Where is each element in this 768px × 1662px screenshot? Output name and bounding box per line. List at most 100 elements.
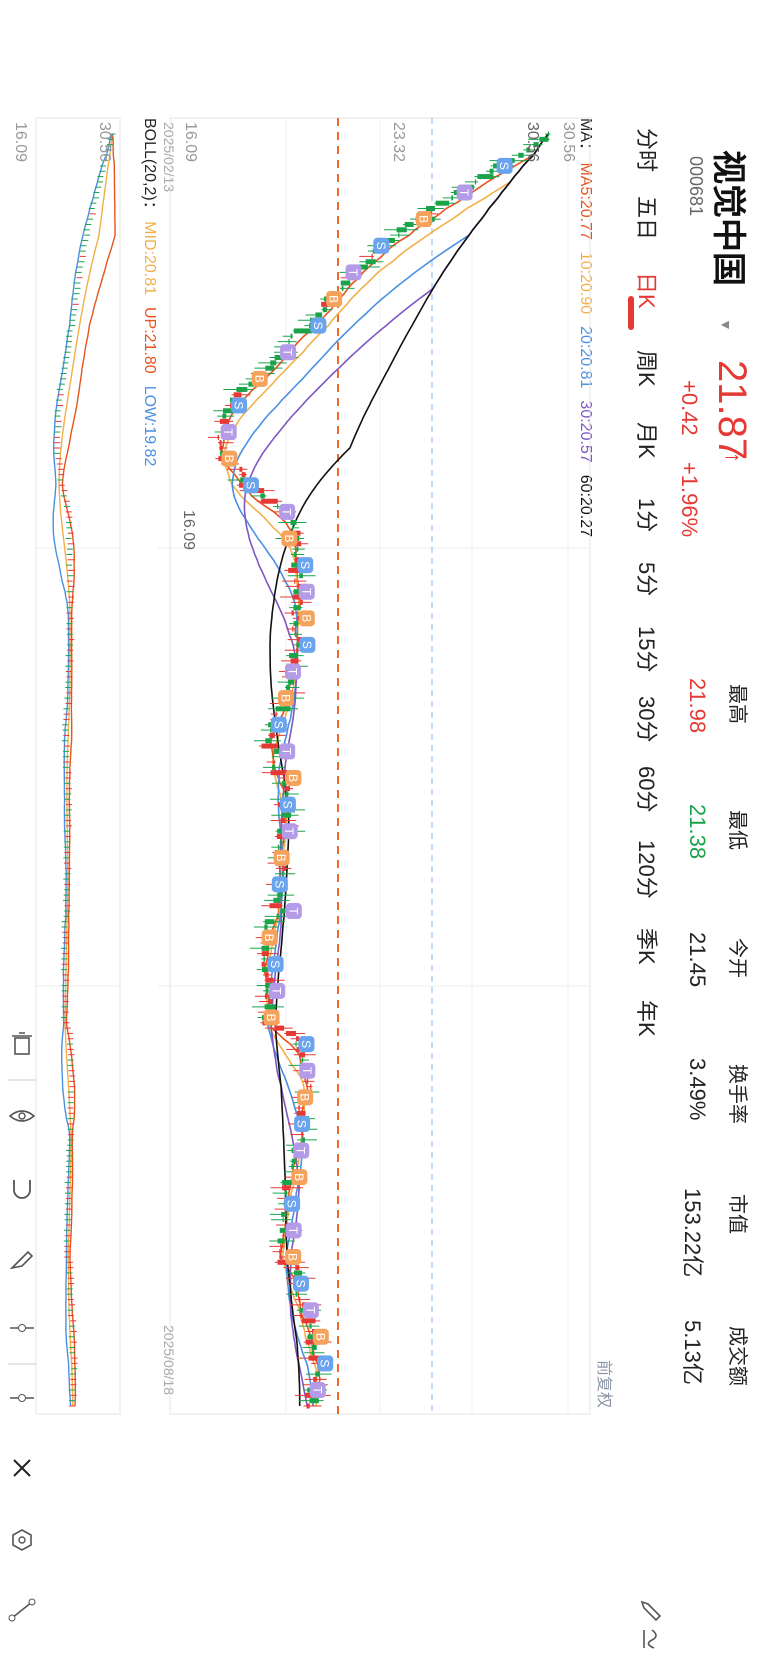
ma-line-2 <box>231 133 550 1407</box>
candle-body-154 <box>261 951 268 957</box>
candle-body-239 <box>306 1403 310 1409</box>
boll-line-1 <box>61 133 116 1407</box>
marker-label-31: B <box>327 295 341 303</box>
candle-body-24 <box>365 259 376 265</box>
marker-label-46: B <box>252 375 266 383</box>
marker-216 <box>292 1275 309 1292</box>
marker-label-191: T <box>294 1147 308 1155</box>
candle-body-123 <box>285 786 291 792</box>
candle-body-104 <box>286 685 290 691</box>
marker-126 <box>279 796 296 813</box>
trash-icon[interactable] <box>12 1032 32 1055</box>
candle-body-109 <box>275 711 277 717</box>
candle-body-145 <box>269 903 282 909</box>
candle-body-38 <box>290 333 293 339</box>
candle-body-69 <box>261 498 278 504</box>
candle-body-223 <box>301 1318 316 1324</box>
candle-body-129 <box>280 818 286 824</box>
draw-line-icon[interactable] <box>638 1626 664 1652</box>
stat-value-3: 3.49% <box>685 1058 710 1121</box>
marker-51 <box>231 397 248 414</box>
candle-body-33 <box>322 307 328 313</box>
marker-label-51: S <box>232 401 246 409</box>
candle-body-228 <box>311 1344 317 1350</box>
marker-label-76: B <box>282 534 296 542</box>
marker-label-96: S <box>300 641 314 649</box>
candle-body-174 <box>301 1057 304 1063</box>
marker-label-231: S <box>318 1359 332 1367</box>
y-label-mid: 23.32 <box>390 122 407 162</box>
horizontal-line-icon[interactable] <box>10 1324 34 1332</box>
candle-body-18 <box>396 227 407 233</box>
candle-body-23 <box>371 253 373 259</box>
candle-body-208 <box>277 1238 285 1244</box>
marker-label-226: B <box>313 1333 327 1341</box>
marker-151 <box>261 929 278 946</box>
candle-body-39 <box>288 339 290 345</box>
candle-body-34 <box>315 312 323 318</box>
sub-frame <box>35 117 121 1415</box>
hexagon-icon[interactable] <box>12 1529 32 1551</box>
ray-line-icon[interactable] <box>8 1598 36 1622</box>
ma-line-1 <box>222 133 550 1407</box>
candle-body-119 <box>272 764 276 770</box>
marker-label-56: T <box>221 428 235 436</box>
marker-66 <box>242 477 259 494</box>
marker-141 <box>271 876 288 893</box>
marker-label-181: B <box>298 1093 312 1101</box>
brush-icon[interactable] <box>9 1250 34 1270</box>
stat-label-2: 今开 <box>726 938 748 978</box>
candle-body-234 <box>313 1376 317 1382</box>
stat-value-1: 21.38 <box>685 804 710 860</box>
candle-body-117 <box>272 754 274 760</box>
stat-label-1: 最低 <box>726 810 748 850</box>
marker-76 <box>281 530 298 547</box>
marker-86 <box>298 583 315 600</box>
marker-221 <box>302 1302 319 1319</box>
boll-line-2 <box>52 133 114 1407</box>
segment-icon[interactable] <box>10 1394 34 1402</box>
marker-156 <box>267 956 284 973</box>
candle-body-12 <box>451 195 454 201</box>
candle-body-59 <box>219 445 223 451</box>
candle-body-183 <box>298 1105 300 1111</box>
candle-body-146 <box>280 908 286 914</box>
date-label-end: 2025/08/18 <box>161 1325 177 1395</box>
pencil-icon[interactable] <box>638 1598 664 1624</box>
marker-186 <box>294 1115 311 1132</box>
marker-71 <box>279 503 296 520</box>
candle-body-144 <box>273 897 281 903</box>
marker-16 <box>415 211 432 228</box>
marker-label-221: T <box>303 1307 317 1315</box>
candle-body-0 <box>547 131 550 137</box>
candle-body-37 <box>293 328 313 334</box>
candle-body-58 <box>219 440 222 446</box>
candle-body-128 <box>282 812 292 818</box>
candle-body-90 <box>291 610 294 616</box>
marker-116 <box>279 743 296 760</box>
marker-label-36: S <box>311 322 325 330</box>
candle-body-4 <box>518 152 524 158</box>
candle-body-222 <box>300 1313 303 1319</box>
close-icon[interactable] <box>13 1459 31 1477</box>
marker-label-81: S <box>298 561 312 569</box>
candle-body-170 <box>296 1036 300 1042</box>
y-label-low: 16.09 <box>182 122 199 162</box>
candle-body-64 <box>241 472 246 478</box>
marker-121 <box>285 769 302 786</box>
candle-body-103 <box>287 679 295 685</box>
candle-body-9 <box>474 179 477 185</box>
candle-body-138 <box>282 865 287 871</box>
candle-body-139 <box>281 871 284 877</box>
eye-icon[interactable] <box>8 1110 36 1122</box>
candle-body-207 <box>282 1233 284 1239</box>
candle-body-54 <box>219 418 229 424</box>
marker-111 <box>270 716 287 733</box>
candle-body-43 <box>270 360 277 366</box>
magnet-icon[interactable] <box>13 1180 31 1199</box>
candle-body-53 <box>222 413 227 419</box>
candle-body-158 <box>264 972 269 978</box>
candle-body-156 <box>261 961 265 967</box>
